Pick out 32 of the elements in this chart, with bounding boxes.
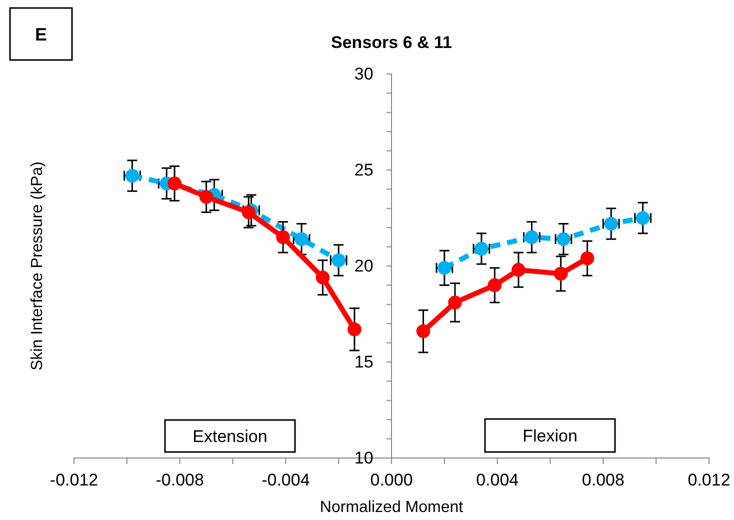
text: 0.000 <box>370 470 413 490</box>
chart-title: Sensors 6 & 11 <box>331 33 452 52</box>
point <box>199 190 214 204</box>
point <box>488 278 502 292</box>
y-tick-label: 10 <box>354 448 374 468</box>
point <box>316 270 330 284</box>
label-box: E <box>9 7 73 61</box>
point <box>512 262 526 277</box>
x-tick-label: 0.012 <box>688 470 730 490</box>
y-tick-label: 15 <box>354 352 374 372</box>
y-tick-label: 20 <box>354 256 374 276</box>
x-tick-label: -0.012 <box>50 470 98 490</box>
point <box>554 266 568 281</box>
point <box>448 296 462 310</box>
x-tick-label: -0.008 <box>156 470 204 490</box>
x-tick-label: 0.004 <box>476 470 519 490</box>
point <box>580 251 594 266</box>
annotation: Flexion <box>522 426 578 446</box>
y-tick-label: 25 <box>354 160 374 180</box>
x-tick-label: -0.004 <box>262 470 310 490</box>
point <box>242 205 256 220</box>
y-axis-title: Skin Interface Pressure (kPa) <box>29 162 46 370</box>
x-axis-title: Normalized Moment <box>320 499 464 516</box>
point <box>168 176 182 190</box>
annotation: Extension <box>192 426 268 446</box>
x-tick-label: 0.008 <box>582 470 624 490</box>
point <box>348 322 362 336</box>
y-tick-label: 30 <box>354 64 374 84</box>
point <box>276 230 290 244</box>
label-box: Flexion <box>484 418 616 453</box>
label-box: Extension <box>164 419 296 453</box>
point <box>416 324 430 338</box>
